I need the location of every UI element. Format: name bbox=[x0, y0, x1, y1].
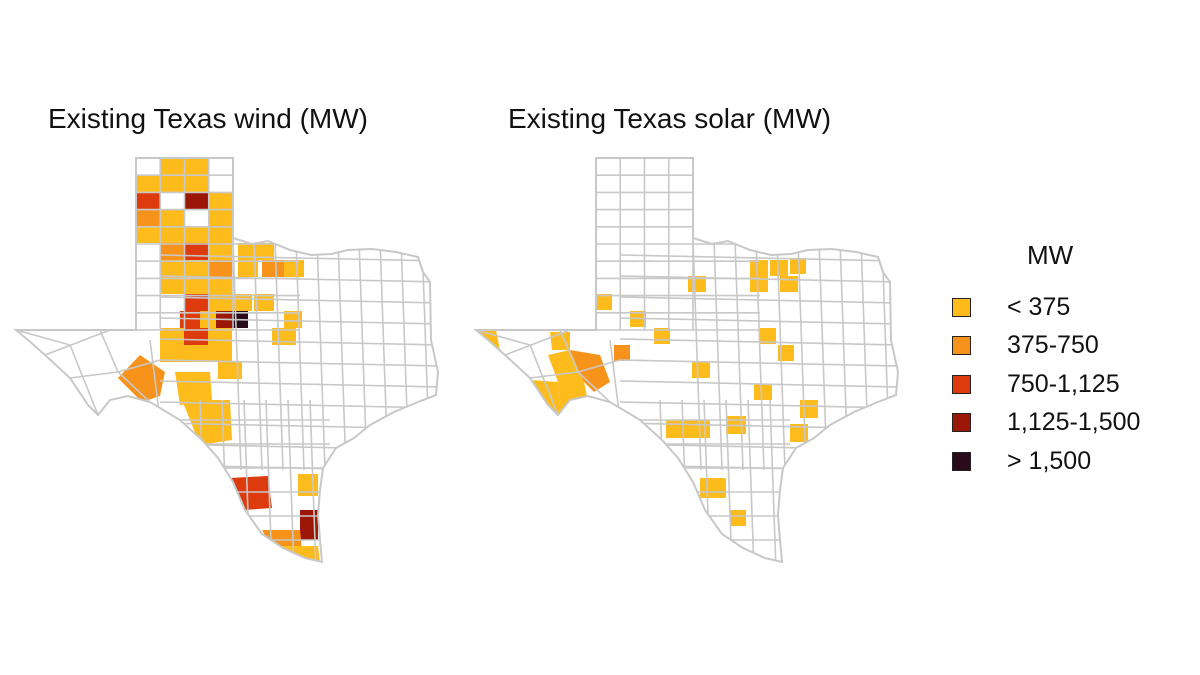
legend-label: 1,125-1,500 bbox=[1007, 408, 1141, 437]
county-fill bbox=[160, 158, 184, 175]
county-fill bbox=[160, 345, 184, 362]
county-fill bbox=[208, 260, 232, 277]
county-fill bbox=[208, 277, 232, 294]
county-fill bbox=[184, 277, 208, 294]
legend-item: > 1,500 bbox=[952, 442, 1140, 481]
solar-map-title: Existing Texas solar (MW) bbox=[508, 103, 832, 134]
county-fill bbox=[262, 260, 286, 277]
county-fill bbox=[208, 294, 232, 311]
county-fill bbox=[800, 400, 818, 418]
county-fill bbox=[730, 510, 746, 526]
legend-label: 750-1,125 bbox=[1007, 369, 1120, 398]
county-fill bbox=[160, 260, 184, 277]
county-fill bbox=[230, 476, 272, 510]
county-fill bbox=[750, 276, 768, 292]
county-fill bbox=[666, 420, 688, 438]
county-fill bbox=[184, 328, 208, 345]
solar-texas-map bbox=[473, 157, 900, 564]
county-fill bbox=[160, 243, 184, 260]
county-fill bbox=[184, 226, 208, 243]
legend-label: < 375 bbox=[1007, 292, 1071, 321]
county-fill bbox=[184, 158, 208, 175]
county-fill bbox=[284, 311, 302, 328]
county-fill bbox=[596, 294, 612, 310]
county-fill bbox=[184, 345, 208, 362]
county-fill bbox=[790, 258, 806, 274]
county-fill bbox=[182, 400, 232, 445]
county-fill bbox=[184, 243, 208, 260]
legend-swatch bbox=[952, 374, 971, 394]
county-fill bbox=[136, 209, 160, 226]
county-fill bbox=[780, 276, 798, 292]
legend-item: 375-750 bbox=[952, 327, 1140, 366]
county-fill bbox=[570, 350, 610, 392]
county-fill bbox=[254, 294, 274, 311]
legend-swatch bbox=[952, 451, 971, 471]
legend-item: 1,125-1,500 bbox=[952, 404, 1140, 443]
county-fill bbox=[208, 226, 232, 243]
county-fill bbox=[218, 362, 242, 379]
county-fill bbox=[184, 294, 208, 311]
county-fill bbox=[208, 345, 232, 362]
county-fill bbox=[208, 192, 232, 209]
county-fill bbox=[175, 372, 212, 405]
county-fill bbox=[160, 328, 184, 345]
legend-title: MW bbox=[1027, 240, 1074, 270]
county-fill bbox=[790, 424, 808, 442]
legend-label: 375-750 bbox=[1007, 331, 1099, 360]
legend-label: > 1,500 bbox=[1007, 446, 1092, 475]
legend-swatch bbox=[952, 297, 971, 317]
county-fill bbox=[750, 260, 768, 276]
county-fill bbox=[754, 384, 772, 400]
county-fill bbox=[778, 345, 794, 361]
county-fill bbox=[254, 243, 274, 260]
county-fill bbox=[136, 175, 160, 192]
wind-texas-map bbox=[13, 157, 440, 564]
county-fill bbox=[184, 260, 208, 277]
county-fill bbox=[284, 260, 304, 277]
county-fill bbox=[160, 226, 184, 243]
county-fill bbox=[184, 175, 208, 192]
legend-swatch bbox=[952, 336, 971, 356]
legend: MW < 375 375-750 750-1,125 1,125-1,500 >… bbox=[952, 240, 1140, 481]
wind-map-title: Existing Texas wind (MW) bbox=[48, 103, 369, 134]
county-fill bbox=[238, 260, 258, 277]
county-fill bbox=[770, 260, 788, 276]
county-fill bbox=[136, 226, 160, 243]
county-fill bbox=[184, 192, 208, 209]
legend-item: 750-1,125 bbox=[952, 365, 1140, 404]
county-fill bbox=[692, 362, 710, 378]
county-fill bbox=[160, 175, 184, 192]
legend-swatch bbox=[952, 413, 971, 433]
county-fill bbox=[160, 277, 184, 294]
county-fill bbox=[238, 243, 258, 260]
county-fill bbox=[208, 209, 232, 226]
county-fill bbox=[136, 192, 160, 209]
county-fill bbox=[160, 209, 184, 226]
legend-item: < 375 bbox=[952, 288, 1140, 327]
county-fill bbox=[614, 345, 630, 361]
county-fill bbox=[208, 243, 232, 260]
county-fill bbox=[700, 478, 726, 498]
county-fill bbox=[760, 328, 776, 344]
